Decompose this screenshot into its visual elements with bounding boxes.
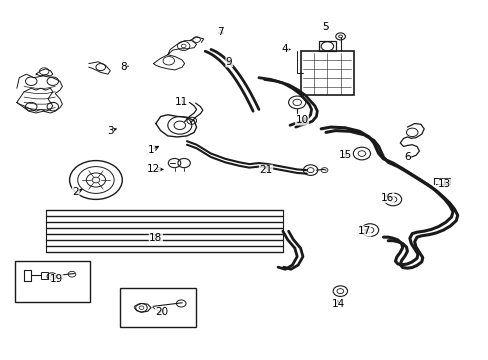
Text: 7: 7	[217, 27, 224, 37]
Text: 1: 1	[147, 145, 154, 155]
Text: 10: 10	[295, 115, 308, 125]
Text: 18: 18	[149, 233, 162, 243]
Bar	[41, 272, 48, 279]
Text: 3: 3	[107, 126, 113, 136]
Text: 5: 5	[321, 22, 327, 32]
Text: 14: 14	[331, 299, 344, 309]
Text: 20: 20	[155, 307, 168, 317]
Text: 19: 19	[49, 274, 62, 284]
Text: 6: 6	[403, 152, 410, 162]
Text: 11: 11	[174, 98, 187, 107]
Text: 12: 12	[146, 165, 160, 174]
Bar	[301, 51, 353, 95]
Bar	[318, 41, 335, 51]
Text: 13: 13	[437, 179, 450, 189]
Text: 16: 16	[380, 193, 393, 203]
Text: 21: 21	[259, 165, 272, 175]
Bar	[120, 288, 195, 328]
Bar	[16, 261, 89, 302]
Text: 9: 9	[225, 57, 232, 67]
Text: 2: 2	[72, 187, 79, 197]
Text: 17: 17	[357, 226, 370, 236]
Text: 8: 8	[120, 62, 127, 72]
Text: 4: 4	[282, 45, 288, 54]
Text: 15: 15	[338, 150, 351, 160]
